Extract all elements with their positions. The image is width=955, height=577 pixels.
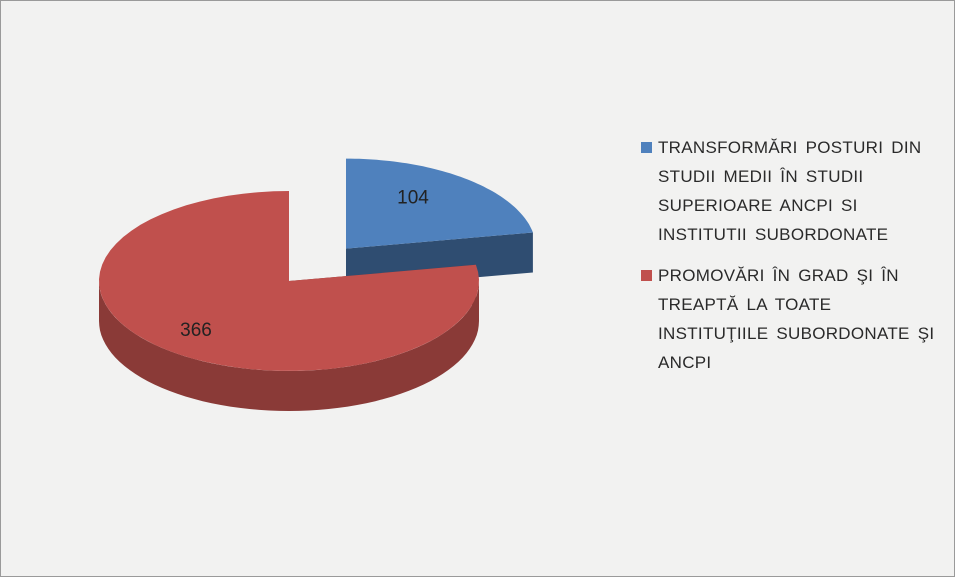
legend-label: PROMOVĂRI ÎN GRAD ŞI ÎN TREAPTĂ LA TOATE…	[658, 266, 935, 372]
slice-top	[99, 191, 479, 371]
slice	[99, 191, 479, 411]
legend-swatch	[641, 270, 652, 281]
slice-side	[99, 281, 479, 411]
legend-item: PROMOVĂRI ÎN GRAD ŞI ÎN TREAPTĂ LA TOATE…	[641, 261, 946, 377]
slice-top	[346, 158, 533, 249]
legend: TRANSFORMĂRI POSTURI DIN STUDII MEDII ÎN…	[641, 133, 946, 383]
value-label: 104	[397, 188, 429, 209]
value-label: 366	[180, 320, 212, 341]
legend-swatch	[641, 142, 652, 153]
legend-label: TRANSFORMĂRI POSTURI DIN STUDII MEDII ÎN…	[658, 138, 922, 244]
legend-item: TRANSFORMĂRI POSTURI DIN STUDII MEDII ÎN…	[641, 133, 946, 249]
